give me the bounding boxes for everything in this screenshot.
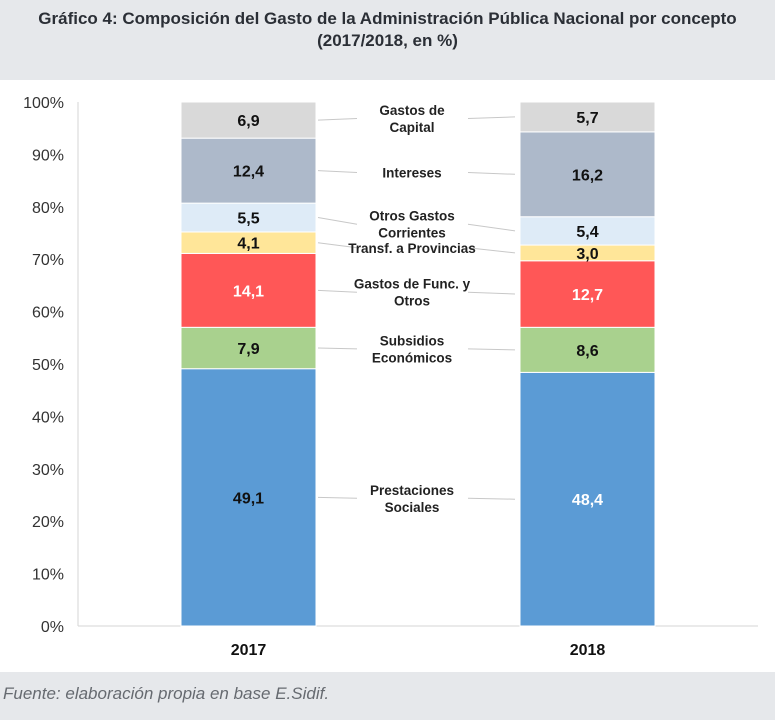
series-connector-left	[317, 170, 358, 173]
series-connector-left	[317, 496, 358, 499]
series-label: Prestaciones	[370, 483, 454, 498]
series-label: Capital	[389, 120, 434, 135]
y-tick-label: 60%	[32, 305, 64, 322]
series-label: Corrientes	[378, 226, 446, 241]
y-tick-label: 30%	[32, 462, 64, 479]
y-tick-label: 40%	[32, 409, 64, 426]
y-tick-label: 90%	[32, 147, 64, 164]
series-label: Intereses	[382, 165, 441, 180]
y-tick-label: 10%	[32, 567, 64, 584]
series-label: Gastos de Func. y	[354, 277, 471, 292]
series-connector-left	[317, 242, 358, 249]
series-connector-left	[317, 118, 358, 121]
series-label: Otros	[394, 294, 430, 309]
series-label: Sociales	[385, 500, 440, 515]
bar-value-label: 5,5	[237, 211, 259, 228]
bar-segment	[180, 101, 317, 139]
series-connector-right	[467, 348, 516, 351]
bar-value-label: 5,4	[576, 224, 598, 241]
bar-value-label: 16,2	[572, 167, 603, 184]
y-tick-label: 100%	[23, 95, 64, 112]
series-connector-right	[467, 497, 516, 500]
series-label: Gastos de	[379, 103, 445, 118]
series-connector-left	[317, 347, 358, 350]
bar-value-label: 49,1	[233, 490, 264, 507]
y-tick-label: 70%	[32, 252, 64, 269]
bar-segment	[180, 368, 317, 627]
bar-value-label: 12,7	[572, 287, 603, 304]
bar-value-label: 12,4	[233, 164, 264, 181]
bar-value-label: 8,6	[576, 343, 598, 360]
bar-segment	[180, 202, 317, 233]
bar-segment	[180, 326, 317, 370]
series-label: Subsidios	[380, 333, 445, 348]
bar-value-label: 14,1	[233, 283, 264, 300]
bar-value-label: 5,7	[576, 110, 598, 127]
bar-segment	[180, 252, 317, 328]
stacked-bar-chart: 0% 10% 20% 30% 40% 50% 60% 70% 80% 90% 100% 2017 201…	[23, 95, 758, 659]
y-tick-label: 80%	[32, 200, 64, 217]
series-connector-right	[467, 223, 516, 232]
source-note: Fuente: elaboración propia en base E.Sid…	[3, 684, 330, 703]
series-label: Económicos	[372, 350, 452, 365]
y-tick-label: 0%	[41, 619, 64, 636]
series-connector-right	[467, 247, 516, 254]
chart-title: Gráfico 4: Composición del Gasto de la A…	[0, 8, 775, 52]
bar-segment	[519, 371, 656, 627]
y-tick-label: 50%	[32, 357, 64, 374]
series-connector-left	[317, 289, 358, 293]
bar-segment	[519, 326, 656, 373]
bar-value-label: 48,4	[572, 492, 603, 509]
bar-value-label: 6,9	[237, 113, 259, 130]
x-category-label: 2018	[570, 642, 606, 659]
series-label: Otros Gastos	[369, 209, 455, 224]
bar-segment	[519, 260, 656, 328]
bar-segment	[180, 137, 317, 204]
bar-segment	[519, 101, 656, 133]
series-connector-right	[467, 291, 516, 295]
bar-segment	[519, 216, 656, 246]
chart-title-line2: (2017/2018, en %)	[317, 31, 458, 50]
bar-value-label: 7,9	[237, 341, 259, 358]
series-label: Transf. a Provincias	[348, 241, 476, 256]
chart-title-line1: Gráfico 4: Composición del Gasto de la A…	[38, 9, 737, 28]
bar-value-label: 4,1	[237, 236, 259, 253]
series-connector-right	[467, 171, 516, 175]
bar-segment	[519, 131, 656, 218]
y-tick-label: 20%	[32, 514, 64, 531]
series-connector-left	[317, 217, 358, 225]
x-category-label: 2017	[231, 642, 267, 659]
series-connector-right	[467, 116, 516, 120]
bar-value-label: 3,0	[576, 246, 598, 263]
